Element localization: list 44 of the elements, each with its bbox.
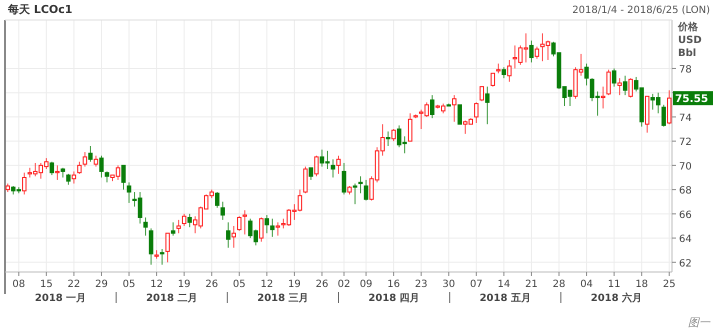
y-axis-title: 价格 USD Bbl <box>677 21 702 59</box>
x-tick-label: 26 <box>316 279 328 290</box>
text: 2018 六月 <box>590 292 642 304</box>
text: 2018 二月 <box>146 293 198 304</box>
text: 2018 三月 <box>257 293 309 304</box>
x-tick-label: 08 <box>12 279 26 290</box>
x-tick-label: 28 <box>552 279 566 290</box>
x-tick-label: 23 <box>414 279 428 290</box>
x-tick-label: 12 <box>260 279 274 290</box>
y-tick-label: 70 <box>679 161 692 172</box>
x-tick-label: 26 <box>205 279 218 290</box>
chart-subtitle: 2018/1/4 - 2018/6/25 (LON) <box>572 5 710 16</box>
chart-title: 每天 LCOc1 <box>7 3 72 16</box>
x-tick-label: 25 <box>662 279 676 290</box>
y-tick-label: 62 <box>679 258 692 270</box>
x-tick-label: 05 <box>232 279 246 290</box>
y-tick-label: 66 <box>679 210 692 221</box>
x-tick-label: 14 <box>498 279 510 290</box>
y-tick-label: 64 <box>679 234 692 246</box>
x-tick-label: 07 <box>470 279 483 290</box>
x-tick-label: 11 <box>608 279 620 290</box>
x-tick-label: 05 <box>122 279 136 290</box>
x-tick-label: 22 <box>68 279 80 290</box>
x-tick-label: 30 <box>442 279 456 290</box>
x-tick-label: 12 <box>150 279 163 290</box>
x-tick-label: 29 <box>95 279 108 290</box>
y-tick-label: 68 <box>679 186 692 197</box>
annotation: 75.55 <box>675 93 708 106</box>
x-tick-label: 19 <box>288 279 301 290</box>
y-tick-label: 78 <box>679 64 692 76</box>
text: 图一 <box>688 316 711 329</box>
x-tick-label: 21 <box>525 279 538 290</box>
x-tick-label: 15 <box>40 279 53 290</box>
text: 2018 四月 <box>368 293 420 304</box>
x-tick-label: 09 <box>360 279 372 290</box>
x-tick-label: 02 <box>338 279 350 290</box>
x-tick-label: 16 <box>387 279 400 290</box>
text: 2018 一月 <box>34 293 86 304</box>
y-tick-label: 74 <box>679 112 692 124</box>
x-tick-label: 18 <box>635 279 648 290</box>
y-tick-label: 72 <box>679 137 692 148</box>
text: 2018 五月 <box>480 293 531 304</box>
x-tick-label: 04 <box>580 279 593 290</box>
x-tick-label: 19 <box>178 279 191 290</box>
